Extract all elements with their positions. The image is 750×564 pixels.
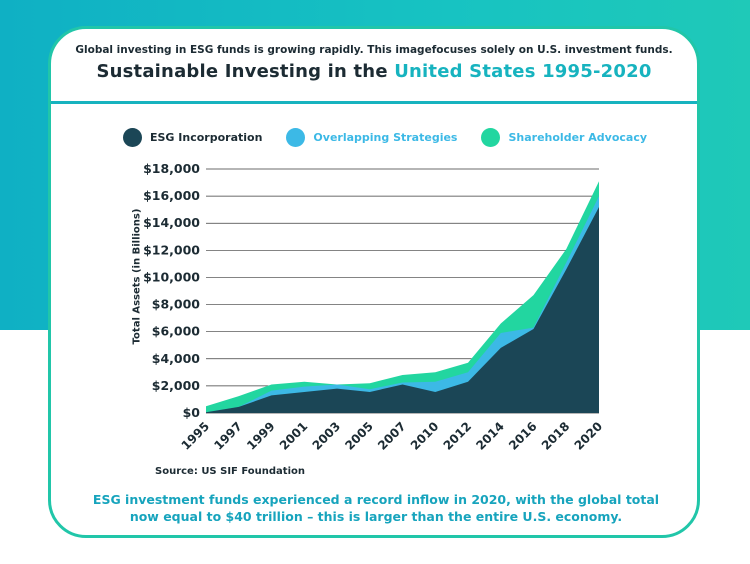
title-main: Sustainable Investing in the [96, 61, 395, 82]
x-tick-label: 2007 [375, 419, 409, 453]
area-chart: $0 $2,000 $4,000 $6,000 $8,000 $10,000 $12,000… [143, 161, 606, 453]
legend-swatch-advocacy [481, 127, 501, 147]
x-tick-label: 2001 [277, 419, 311, 453]
x-tick-label: 2005 [342, 419, 376, 453]
x-tick-label: 1995 [179, 419, 213, 453]
y-tick-label: $4,000 [152, 351, 201, 366]
y-tick-label: $12,000 [143, 242, 200, 257]
legend-label-advocacy: Shareholder Advocacy [508, 130, 648, 144]
source-note: Source: US SIF Foundation [155, 466, 305, 477]
x-tick-label: 2018 [539, 419, 573, 453]
y-tick-label: $10,000 [143, 269, 200, 284]
x-tick-label: 1997 [211, 419, 245, 453]
legend-swatch-esg [123, 127, 142, 147]
infographic-card: Global investing in ESG funds is growing… [48, 26, 700, 538]
page-title: Sustainable Investing in the United Stat… [51, 61, 697, 82]
legend-item-advocacy: Shareholder Advocacy [481, 127, 648, 147]
y-tick-label: $18,000 [143, 161, 200, 176]
legend-item-esg: ESG Incorporation [123, 127, 263, 147]
header-subtitle: Global investing in ESG funds is growing… [75, 44, 673, 56]
area-esg-incorporation [206, 207, 599, 413]
legend-label-esg: ESG Incorporation [150, 130, 263, 144]
chart-legend: ESG Incorporation Overlapping Strategies… [123, 126, 671, 148]
legend-swatch-overlap [286, 127, 306, 147]
footer-note: ESG investment funds experienced a recor… [92, 492, 660, 524]
x-tick-label: 2010 [408, 419, 442, 453]
y-tick-label: $14,000 [143, 215, 200, 230]
y-tick-label: $0 [183, 405, 201, 420]
legend-label-overlap: Overlapping Strategies [313, 130, 458, 144]
x-tick-label: 2012 [441, 419, 475, 453]
x-tick-label: 2020 [572, 419, 606, 453]
y-tick-label: $8,000 [152, 297, 201, 312]
x-tick-label: 1999 [244, 419, 278, 453]
y-tick-label: $2,000 [152, 378, 201, 393]
x-tick-label: 2003 [310, 419, 344, 453]
x-tick-label: 2016 [506, 419, 540, 453]
legend-item-overlap: Overlapping Strategies [286, 127, 458, 147]
x-tick-label: 2014 [473, 419, 507, 453]
title-accent: United States 1995-2020 [394, 61, 652, 82]
header-divider [51, 101, 697, 104]
y-tick-label: $6,000 [152, 324, 201, 339]
y-axis-label: Total Assets (in Billions) [131, 208, 143, 345]
y-tick-label: $16,000 [143, 188, 200, 203]
